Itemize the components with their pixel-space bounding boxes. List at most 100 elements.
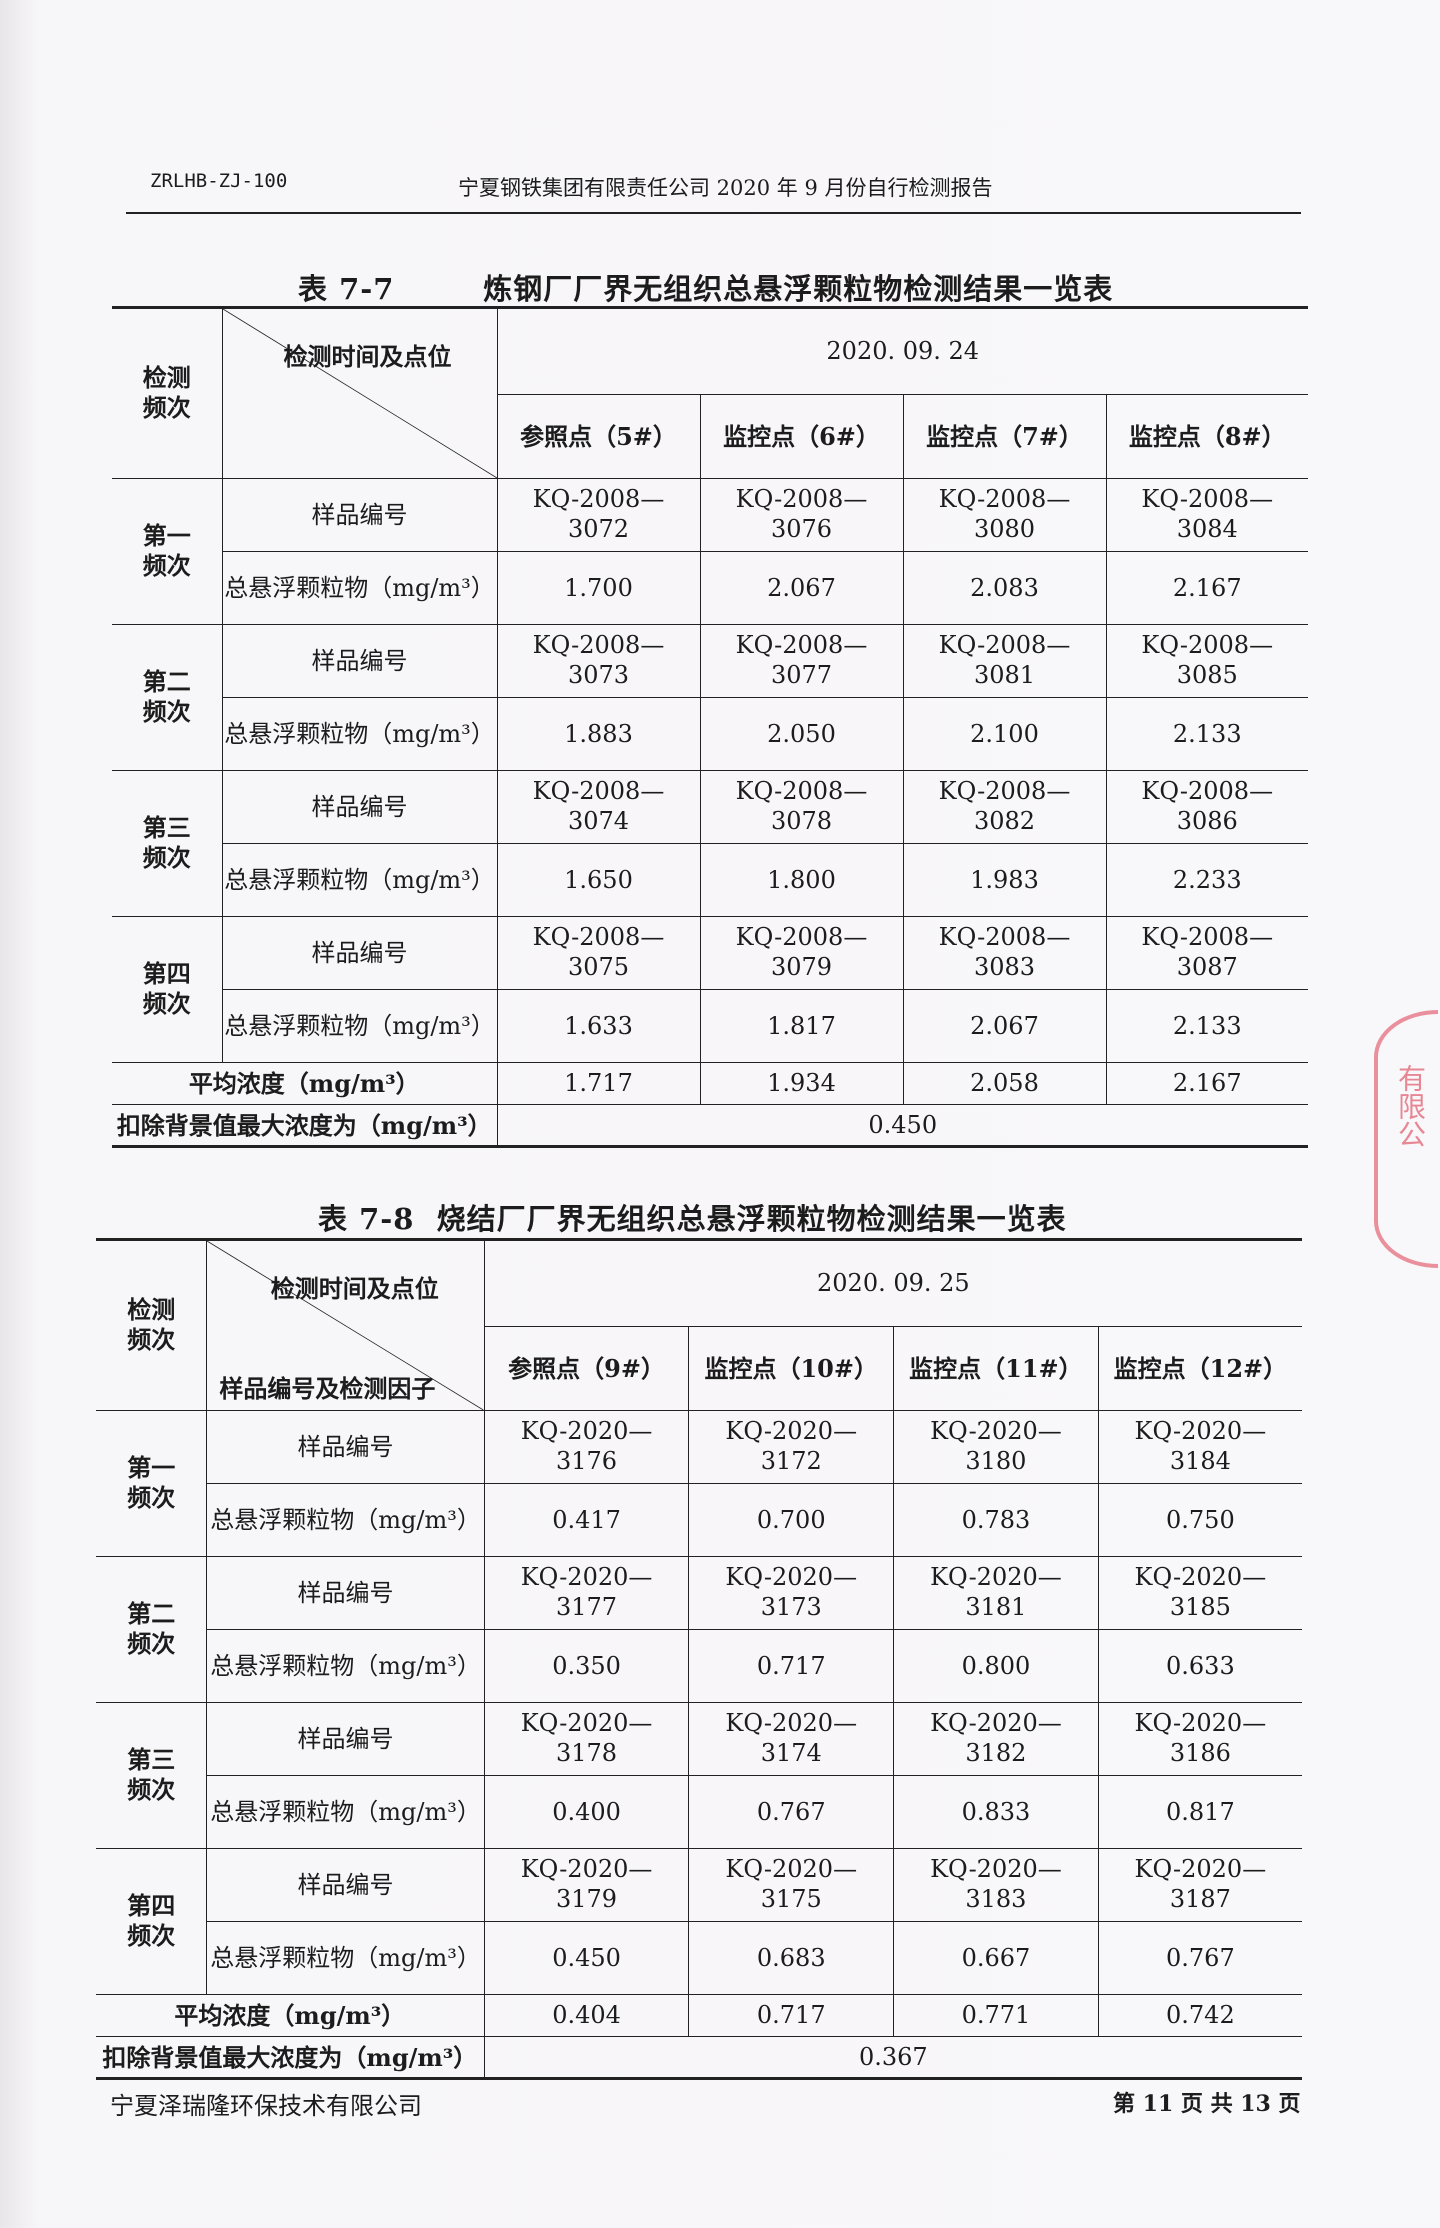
tsp-value: 2.050	[699, 697, 904, 771]
sample-id-label: 样品编号	[221, 624, 498, 698]
sample-id-cell: KQ-2020—3182	[893, 1702, 1099, 1776]
average-value: 0.404	[483, 1994, 690, 2037]
sample-id-cell: KQ-2008—3079	[699, 916, 904, 990]
sample-id-label: 样品编号	[206, 1410, 485, 1484]
tsp-value: 0.717	[688, 1629, 895, 1703]
tsp-value: 1.633	[496, 989, 701, 1063]
sample-id-cell: KQ-2020—3173	[688, 1556, 895, 1630]
tsp-value: 1.800	[699, 843, 904, 917]
report-title: 宁夏钢铁集团有限责任公司 2020 年 9 月份自行检测报告	[458, 176, 993, 200]
sample-id-label: 样品编号	[221, 916, 498, 990]
table-row: 第四频次 样品编号 KQ-2008—3075 KQ-2008—3079 KQ-2008—…	[112, 916, 1308, 1063]
header-divider	[126, 212, 1301, 214]
table-row: 总悬浮颗粒物（mg/m³） 1.700 2.067 2.083 2.167	[112, 551, 1308, 625]
tsp-label: 总悬浮颗粒物（mg/m³）	[222, 697, 498, 771]
tsp-value: 2.067	[699, 551, 904, 625]
sample-id: KQ-2020—3178	[520, 1708, 653, 1767]
point-header: 监控点（8#）	[1105, 394, 1308, 479]
point-header: 监控点（10#）	[688, 1326, 895, 1411]
point-header: 监控点（7#）	[902, 394, 1107, 479]
diagonal-line	[207, 1241, 483, 1410]
table-row: 总悬浮颗粒物（mg/m³） 1.883 2.050 2.100 2.133	[112, 697, 1308, 771]
sample-id-cell: KQ-2008—3084	[1105, 478, 1308, 552]
average-value: 0.771	[893, 1994, 1099, 2037]
freq-header-cell: 检测频次	[96, 1239, 208, 1411]
diag-top-label: 检测时间及点位	[283, 342, 452, 371]
table-row: 第三频次 样品编号 KQ-2020—3178 KQ-2020—3174 KQ-2020—…	[96, 1702, 1302, 1849]
table-row: 第二频次 样品编号 KQ-2020—3177 KQ-2020—3173 KQ-2020—…	[96, 1556, 1302, 1703]
sample-id: KQ-2008—3083	[938, 922, 1071, 981]
sample-id-cell: KQ-2008—3087	[1105, 916, 1308, 990]
average-label: 平均浓度（mg/m³）	[112, 1062, 498, 1105]
tsp-value: 2.100	[902, 697, 1107, 771]
table-row: 第三频次 样品编号 KQ-2008—3074 KQ-2008—3078 KQ-2008—…	[112, 770, 1308, 917]
sample-id-cell: KQ-2008—3074	[496, 770, 701, 844]
sample-id: KQ-2020—3179	[520, 1854, 653, 1913]
sample-id: KQ-2020—3184	[1134, 1416, 1267, 1475]
max-concentration-label: 扣除背景值最大浓度为（mg/m³）	[96, 2036, 485, 2079]
sample-id-cell: KQ-2008—3073	[496, 624, 701, 698]
table-row: 总悬浮颗粒物（mg/m³） 0.417 0.700 0.783 0.750	[96, 1483, 1302, 1557]
tsp-label: 总悬浮颗粒物（mg/m³）	[206, 1483, 485, 1557]
tsp-value: 0.417	[483, 1483, 690, 1557]
tsp-value: 0.817	[1097, 1775, 1302, 1849]
sample-id-label: 样品编号	[221, 770, 498, 844]
frequency-label: 第三频次	[142, 812, 191, 872]
sample-id-cell: KQ-2020—3177	[483, 1556, 690, 1630]
sample-id-cell: KQ-2008—3077	[699, 624, 904, 698]
average-label: 平均浓度（mg/m³）	[96, 1994, 485, 2037]
point-header: 参照点（5#）	[497, 394, 701, 479]
date-header: 2020. 09. 25	[483, 1239, 1302, 1327]
frequency-label: 第二频次	[142, 666, 191, 726]
sample-id: KQ-2020—3183	[930, 1854, 1062, 1913]
footer-page-number: 第 11 页 共 13 页	[1113, 2091, 1301, 2117]
tsp-value: 0.683	[688, 1921, 895, 1995]
average-value: 2.167	[1105, 1062, 1308, 1105]
sample-id-cell: KQ-2020—3186	[1097, 1702, 1302, 1776]
sample-id: KQ-2008—3072	[532, 484, 665, 543]
sample-id: KQ-2008—3082	[938, 776, 1071, 835]
sample-id: KQ-2008—3081	[938, 630, 1071, 689]
diagonal-header-cell: 检测时间及点位 样品编号及检测因子	[206, 1239, 485, 1411]
table-row: 第二频次 样品编号 KQ-2008—3073 KQ-2008—3077 KQ-2008—…	[112, 624, 1308, 771]
sample-id: KQ-2008—3085	[1141, 630, 1274, 689]
sample-id: KQ-2020—3173	[725, 1562, 858, 1621]
tsp-label: 总悬浮颗粒物（mg/m³）	[222, 551, 498, 625]
tsp-value: 2.067	[902, 989, 1107, 1063]
sample-id: KQ-2008—3076	[735, 484, 868, 543]
table-row: 总悬浮颗粒物（mg/m³） 1.633 1.817 2.067 2.133	[112, 989, 1308, 1063]
sample-id: KQ-2008—3073	[532, 630, 665, 689]
sample-id-cell: KQ-2020—3185	[1097, 1556, 1302, 1630]
tsp-value: 0.400	[483, 1775, 690, 1849]
sample-id: KQ-2020—3185	[1134, 1562, 1267, 1621]
sample-id-label: 样品编号	[206, 1848, 485, 1922]
sample-id-cell: KQ-2020—3176	[483, 1410, 690, 1484]
diagonal-line	[223, 309, 497, 478]
sample-id: KQ-2020—3177	[520, 1562, 653, 1621]
tsp-label: 总悬浮颗粒物（mg/m³）	[206, 1921, 485, 1995]
max-concentration-value: 0.367	[483, 2036, 1302, 2079]
sample-id-cell: KQ-2020—3187	[1097, 1848, 1302, 1922]
sample-id-cell: KQ-2008—3080	[902, 478, 1107, 552]
sample-id-cell: KQ-2020—3180	[893, 1410, 1099, 1484]
sample-id: KQ-2008—3077	[735, 630, 868, 689]
frequency-label: 第四频次	[127, 1890, 176, 1950]
sample-id-cell: KQ-2020—3174	[688, 1702, 895, 1776]
point-header: 监控点（12#）	[1097, 1326, 1302, 1411]
tsp-value: 0.800	[893, 1629, 1099, 1703]
sample-id: KQ-2020—3175	[725, 1854, 858, 1913]
frequency-label-cell: 第三频次	[96, 1702, 208, 1849]
sample-id: KQ-2020—3176	[520, 1416, 653, 1475]
average-value: 0.742	[1097, 1994, 1302, 2037]
point-header: 监控点（6#）	[699, 394, 904, 479]
tsp-value: 0.633	[1097, 1629, 1302, 1703]
table-row: 总悬浮颗粒物（mg/m³） 0.450 0.683 0.667 0.767	[96, 1921, 1302, 1995]
date-header: 2020. 09. 24	[496, 307, 1308, 395]
sample-id-cell: KQ-2008—3075	[496, 916, 701, 990]
average-value: 0.717	[688, 1994, 895, 2037]
tsp-value: 1.883	[496, 697, 701, 771]
sample-id: KQ-2008—3086	[1141, 776, 1274, 835]
max-concentration-label: 扣除背景值最大浓度为（mg/m³）	[112, 1104, 498, 1147]
tsp-label: 总悬浮颗粒物（mg/m³）	[222, 843, 498, 917]
sample-id: KQ-2020—3186	[1134, 1708, 1267, 1767]
